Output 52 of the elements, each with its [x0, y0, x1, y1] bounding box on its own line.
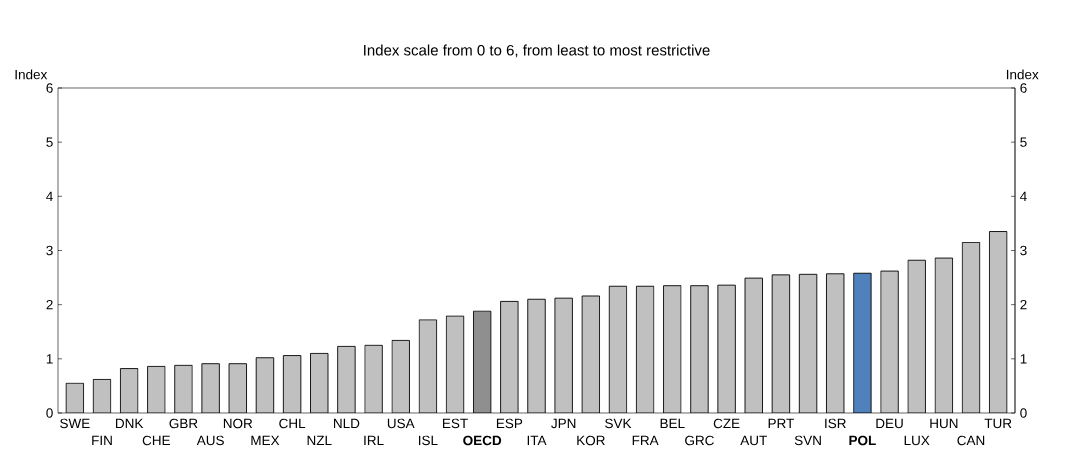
x-tick-label: GBR: [169, 418, 198, 429]
x-tick-label: ISR: [825, 418, 846, 429]
y-tick-label: 1: [46, 354, 53, 364]
x-tick-label: AUS: [196, 435, 224, 446]
x-tick-label: DEU: [876, 418, 903, 429]
y2-tick-label: 4: [1020, 191, 1027, 201]
x-tick-label: PRT: [768, 418, 794, 429]
x-tick-label: NZL: [307, 435, 332, 446]
x-tick-label: FRA: [632, 435, 659, 446]
x-tick-label: LUX: [904, 435, 930, 446]
y-axis-title: Index: [15, 69, 48, 80]
y2-tick-label: 2: [1020, 299, 1027, 310]
x-tick-label: EST: [443, 418, 468, 429]
y-tick-label: 3: [46, 245, 53, 256]
y-tick-label: 0: [46, 408, 53, 418]
x-tick-label: KOR: [577, 435, 605, 446]
x-tick-label: GRC: [685, 435, 714, 446]
x-tick-label: SVK: [605, 418, 632, 429]
x-tick-label: AUT: [740, 435, 767, 446]
x-tick-label: MEX: [251, 435, 280, 446]
x-tick-label: FIN: [92, 435, 112, 446]
x-tick-label: USA: [387, 418, 415, 429]
x-tick-label: CHL: [279, 418, 306, 429]
x-tick-label: CAN: [957, 435, 985, 446]
x-tick-label: POL: [849, 435, 876, 446]
y2-tick-label: 1: [1020, 354, 1027, 364]
y2-tick-label: 0: [1020, 408, 1027, 418]
x-tick-label: CZE: [713, 418, 740, 429]
x-tick-label: ESP: [496, 418, 523, 429]
y2-tick-label: 6: [1020, 83, 1027, 93]
x-tick-label: JPN: [551, 418, 576, 429]
x-tick-label: NLD: [334, 418, 360, 429]
x-tick-label: SVN: [794, 435, 821, 446]
x-tick-label: ITA: [527, 435, 547, 446]
x-tick-label: BEL: [660, 418, 685, 429]
x-tick-label: HUN: [930, 418, 958, 429]
x-tick-label: NOR: [223, 418, 253, 429]
y-tick-label: 6: [46, 83, 53, 93]
x-tick-label: ISL: [418, 435, 438, 446]
x-tick-label: CHE: [142, 435, 170, 446]
y-tick-label: 5: [46, 137, 53, 147]
x-tick-label: SWE: [60, 418, 90, 429]
y2-tick-label: 3: [1020, 245, 1027, 256]
chart-title: Index scale from 0 to 6, from least to most restrictive: [364, 44, 710, 58]
x-tick-label: OECD: [463, 435, 502, 446]
y-tick-label: 4: [46, 191, 53, 201]
x-tick-label: TUR: [984, 418, 1012, 429]
y2-axis-title: Index: [1006, 69, 1039, 80]
y-tick-label: 2: [46, 299, 53, 310]
x-tick-label: DNK: [116, 418, 144, 429]
y2-tick-label: 5: [1020, 137, 1027, 147]
x-tick-label: IRL: [364, 435, 384, 446]
